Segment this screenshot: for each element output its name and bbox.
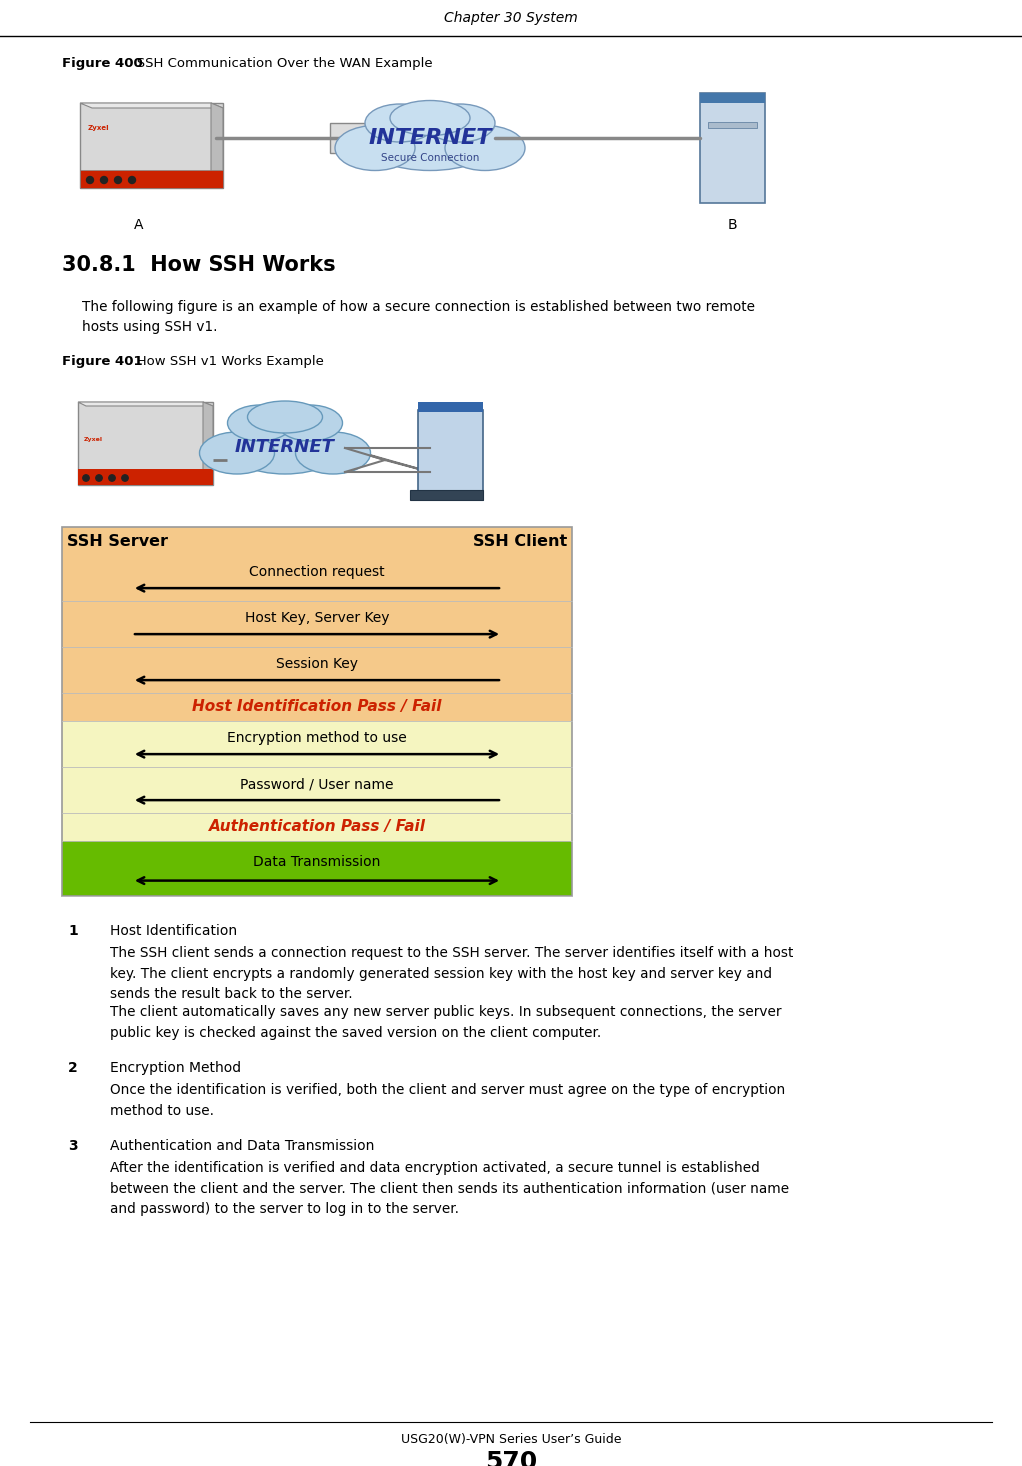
Text: Chapter 30 System: Chapter 30 System	[445, 12, 577, 25]
Text: A: A	[134, 218, 144, 232]
FancyBboxPatch shape	[62, 841, 572, 896]
Text: How SSH v1 Works Example: How SSH v1 Works Example	[124, 355, 324, 368]
Ellipse shape	[390, 101, 470, 135]
FancyBboxPatch shape	[62, 767, 572, 814]
Text: Session Key: Session Key	[276, 657, 358, 671]
Ellipse shape	[199, 432, 275, 474]
Text: Host Key, Server Key: Host Key, Server Key	[244, 611, 389, 626]
Ellipse shape	[225, 416, 345, 474]
Text: The client automatically saves any new server public keys. In subsequent connect: The client automatically saves any new s…	[110, 1006, 782, 1039]
Text: Password / User name: Password / User name	[240, 777, 393, 792]
FancyBboxPatch shape	[62, 647, 572, 693]
Text: Once the identification is verified, both the client and server must agree on th: Once the identification is verified, bot…	[110, 1083, 785, 1117]
Text: The following figure is an example of how a secure connection is established bet: The following figure is an example of ho…	[82, 301, 755, 314]
FancyBboxPatch shape	[700, 92, 765, 103]
Text: Host Identification: Host Identification	[110, 924, 237, 938]
Text: Encryption Method: Encryption Method	[110, 1061, 241, 1075]
Text: Zyxel: Zyxel	[84, 437, 103, 443]
Ellipse shape	[425, 104, 495, 142]
FancyBboxPatch shape	[418, 402, 483, 412]
Polygon shape	[211, 103, 223, 188]
Polygon shape	[78, 402, 213, 406]
Text: Data Transmission: Data Transmission	[253, 855, 380, 869]
Text: Host Identification Pass / Fail: Host Identification Pass / Fail	[192, 699, 442, 714]
FancyBboxPatch shape	[410, 490, 483, 500]
Polygon shape	[80, 103, 223, 108]
Text: USG20(W)-VPN Series User’s Guide: USG20(W)-VPN Series User’s Guide	[401, 1434, 621, 1447]
Text: 570: 570	[484, 1450, 538, 1466]
Circle shape	[83, 475, 89, 481]
Text: SSH Server: SSH Server	[67, 534, 168, 548]
FancyBboxPatch shape	[78, 469, 213, 485]
Circle shape	[122, 475, 128, 481]
FancyBboxPatch shape	[80, 103, 223, 188]
Circle shape	[100, 176, 107, 183]
Text: 3: 3	[68, 1139, 78, 1152]
FancyBboxPatch shape	[62, 721, 572, 767]
FancyBboxPatch shape	[62, 814, 572, 841]
Ellipse shape	[295, 432, 371, 474]
Ellipse shape	[228, 405, 292, 441]
FancyBboxPatch shape	[708, 122, 757, 128]
Ellipse shape	[247, 402, 323, 432]
Text: Authentication Pass / Fail: Authentication Pass / Fail	[208, 819, 425, 834]
Ellipse shape	[335, 126, 415, 170]
Ellipse shape	[365, 116, 495, 170]
Text: INTERNET: INTERNET	[235, 438, 335, 456]
Text: SSH Client: SSH Client	[473, 534, 567, 548]
FancyBboxPatch shape	[80, 170, 223, 188]
FancyBboxPatch shape	[78, 402, 213, 485]
FancyBboxPatch shape	[700, 92, 765, 202]
Text: The SSH client sends a connection request to the SSH server. The server identifi: The SSH client sends a connection reques…	[110, 946, 793, 1001]
Text: SSH Communication Over the WAN Example: SSH Communication Over the WAN Example	[124, 57, 432, 70]
Circle shape	[108, 475, 115, 481]
Circle shape	[87, 176, 93, 183]
Text: hosts using SSH v1.: hosts using SSH v1.	[82, 320, 218, 334]
Text: INTERNET: INTERNET	[368, 128, 492, 148]
Text: Figure 401: Figure 401	[62, 355, 143, 368]
Text: Zyxel: Zyxel	[88, 125, 109, 130]
FancyBboxPatch shape	[330, 123, 365, 152]
Polygon shape	[345, 449, 430, 472]
FancyBboxPatch shape	[418, 410, 483, 500]
Text: 2: 2	[68, 1061, 78, 1075]
Text: 1: 1	[68, 924, 78, 938]
FancyBboxPatch shape	[62, 526, 572, 556]
Ellipse shape	[365, 104, 435, 142]
Text: Figure 400: Figure 400	[62, 57, 143, 70]
Circle shape	[114, 176, 122, 183]
FancyBboxPatch shape	[62, 601, 572, 647]
Text: Connection request: Connection request	[249, 566, 385, 579]
Text: B: B	[728, 218, 737, 232]
Circle shape	[129, 176, 136, 183]
Text: Authentication and Data Transmission: Authentication and Data Transmission	[110, 1139, 374, 1152]
Text: After the identification is verified and data encryption activated, a secure tun: After the identification is verified and…	[110, 1161, 789, 1217]
Text: Secure Connection: Secure Connection	[381, 152, 479, 163]
FancyBboxPatch shape	[62, 693, 572, 721]
Circle shape	[96, 475, 102, 481]
FancyBboxPatch shape	[62, 556, 572, 601]
Text: Encryption method to use: Encryption method to use	[227, 732, 407, 746]
Text: 30.8.1  How SSH Works: 30.8.1 How SSH Works	[62, 255, 335, 276]
Ellipse shape	[278, 405, 342, 441]
Polygon shape	[203, 402, 213, 485]
Ellipse shape	[445, 126, 525, 170]
